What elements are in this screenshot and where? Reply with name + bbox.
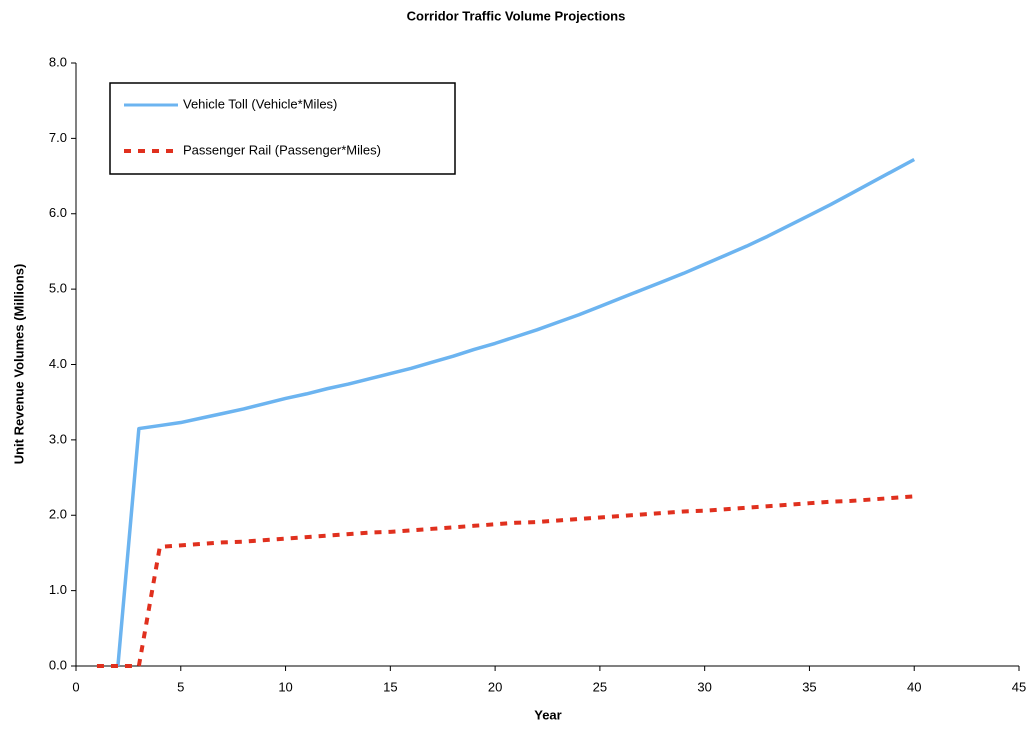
y-tick-label: 2.0 (49, 507, 67, 522)
legend-box (109, 82, 456, 175)
y-tick-label: 4.0 (49, 356, 67, 371)
x-tick-label: 20 (488, 679, 502, 694)
x-tick-label: 10 (278, 679, 292, 694)
legend-entries: Vehicle Toll (Vehicle*Miles) Passenger Ra… (124, 96, 381, 157)
series-line (116, 157, 916, 667)
x-tick-label: 45 (1012, 679, 1026, 694)
y-tick-label: 5.0 (49, 281, 67, 296)
y-tick-label: 3.0 (49, 431, 67, 446)
x-tick-label: 15 (383, 679, 397, 694)
y-axis-label: Unit Revenue Volumes (Millions) (11, 264, 26, 465)
y-tick-label: 8.0 (49, 54, 67, 69)
y-tick-label: 0.0 (49, 657, 67, 672)
x-tick-label: 0 (72, 679, 79, 694)
legend-label: Passenger Rail (Passenger*Miles) (183, 142, 381, 157)
x-tick-label: 35 (802, 679, 816, 694)
x-axis-label: Year (534, 707, 561, 722)
x-tick-label: 5 (177, 679, 184, 694)
legend-label: Vehicle Toll (Vehicle*Miles) (183, 96, 337, 111)
chart-title: Corridor Traffic Volume Projections (407, 8, 626, 23)
series-line (96, 494, 915, 668)
x-tick-label: 25 (593, 679, 607, 694)
y-tick-label: 6.0 (49, 205, 67, 220)
y-tick-label: 7.0 (49, 130, 67, 145)
x-tick-label: 30 (697, 679, 711, 694)
legend: Vehicle Toll (Vehicle*Miles) Passenger Ra… (109, 82, 456, 175)
x-tick-label: 40 (907, 679, 921, 694)
y-tick-label: 1.0 (49, 582, 67, 597)
